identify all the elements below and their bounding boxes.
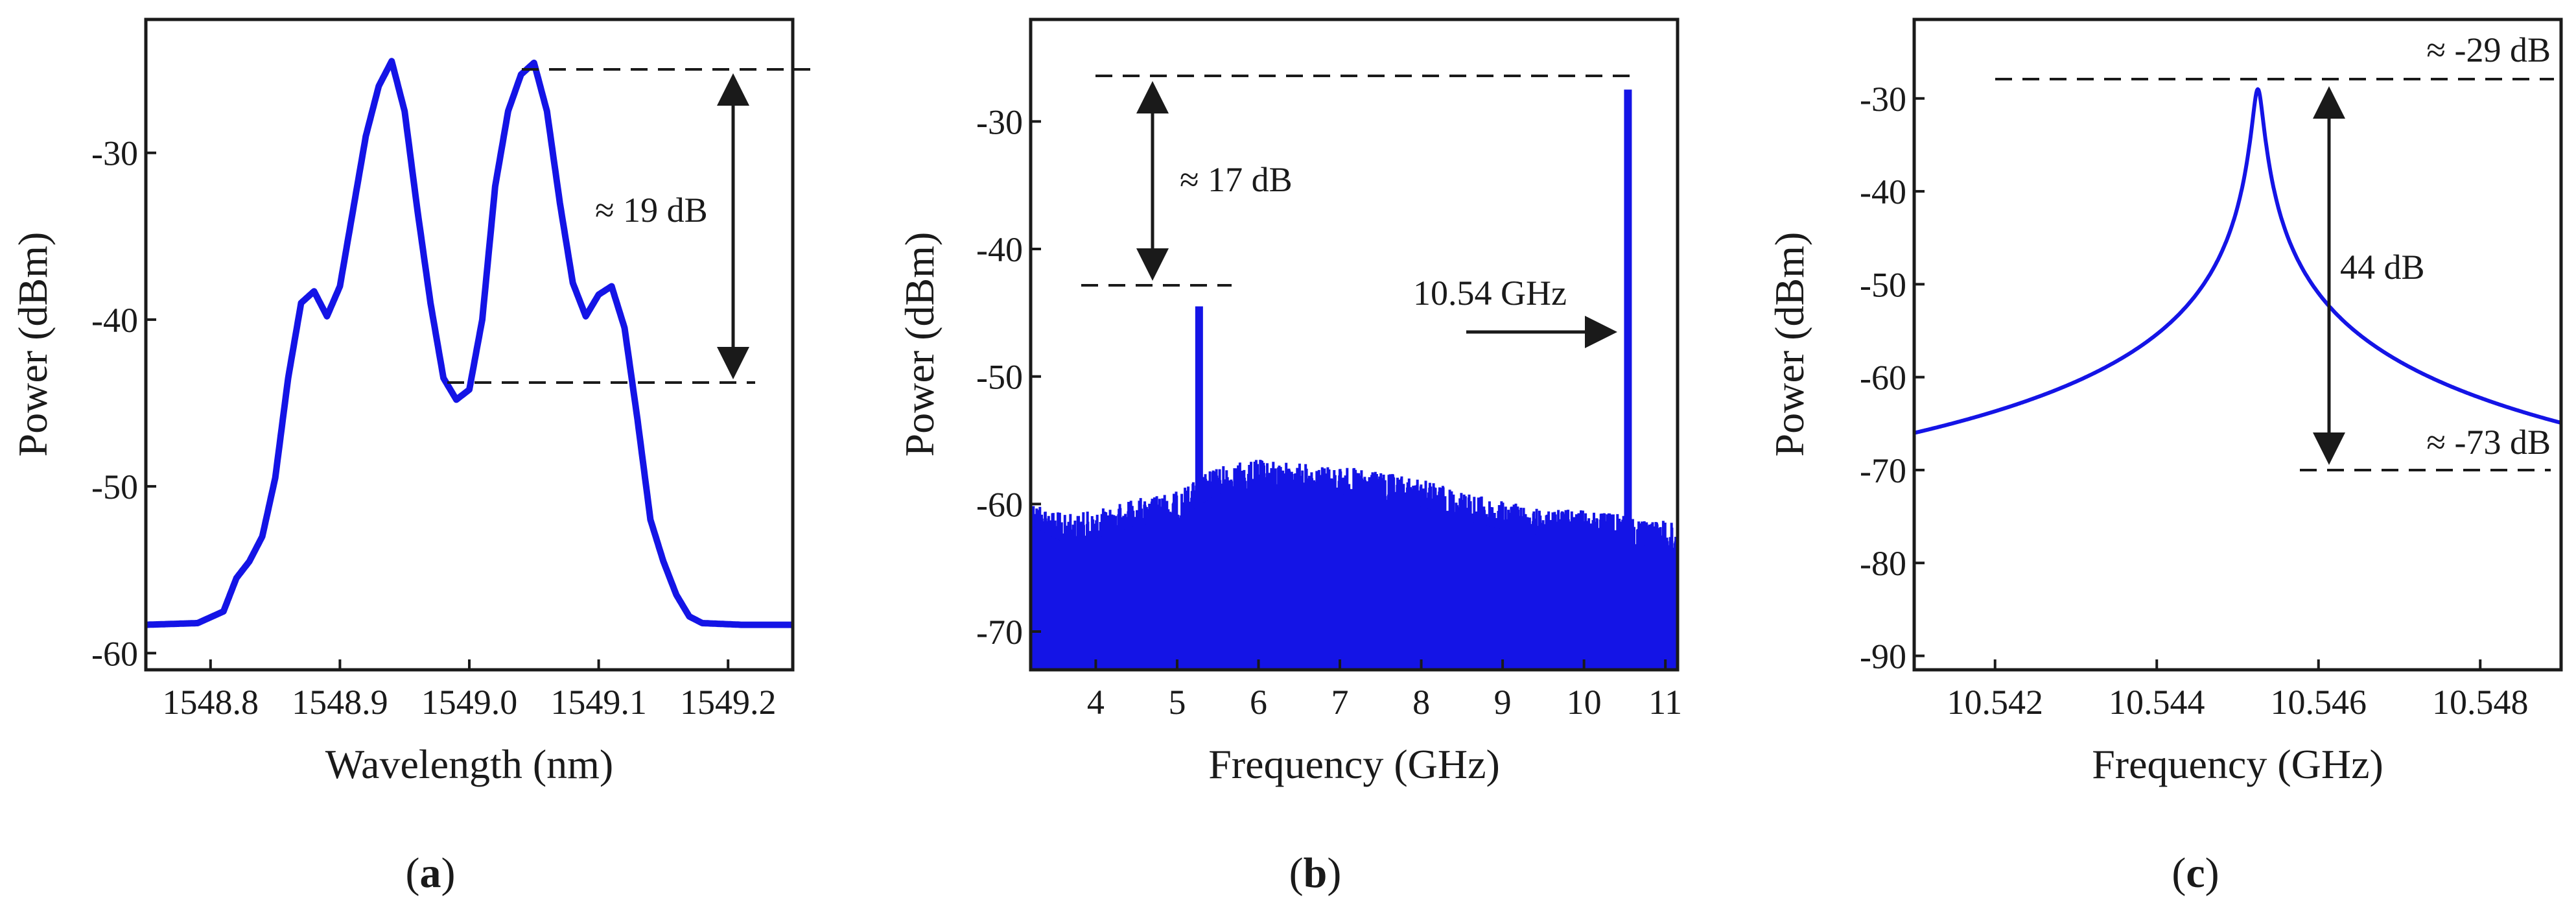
panel-b-ticks: 4 5 6 7 8 9 10 11 -30 -40 -50 -60 -70 <box>976 102 1682 722</box>
panel-c-xtick-label: 10.542 <box>1947 683 2044 722</box>
panel-c-xlabel: Frequency (GHz) <box>2092 741 2383 787</box>
panel-b-xtick-label: 4 <box>1087 683 1105 722</box>
panel-c-frame <box>1912 18 2563 672</box>
panel-c-ytick-label: -40 <box>1860 172 1906 211</box>
panel-b-xtick-label: 8 <box>1412 683 1430 722</box>
panel-a-xtick-label: 1549.0 <box>421 683 518 722</box>
panel-b-peak <box>1624 89 1632 670</box>
panel-c-xtick-label: 10.544 <box>2109 683 2205 722</box>
panel-a-xtick-label: 1548.8 <box>163 683 259 722</box>
panel-a-xtick-label: 1549.2 <box>680 683 777 722</box>
panel-b-ytick-label: -70 <box>976 613 1023 652</box>
panel-b-xtick-label: 7 <box>1331 683 1349 722</box>
panel-b-ytick-label: -50 <box>976 358 1023 397</box>
panel-c-annotation-bottom: ≈ -73 dB <box>2426 423 2551 462</box>
panel-c-series-line <box>1914 87 2561 435</box>
panel-c-ytick-label: -50 <box>1860 265 1906 304</box>
panel-b-xtick-label: 11 <box>1648 683 1682 722</box>
panel-b-ytick-label: -30 <box>976 102 1023 141</box>
panel-c-xtick-label: 10.546 <box>2271 683 2367 722</box>
panel-a: ≈ 19 dB 1548.8 1548.9 1549.0 1549.1 1549.2 -3… <box>10 18 810 897</box>
panel-c-annotation-44db: 44 dB <box>2340 248 2425 287</box>
panel-a-ylabel: Power (dBm) <box>10 232 56 457</box>
panel-b-xtick-label: 6 <box>1250 683 1267 722</box>
panel-c-ytick-label: -80 <box>1860 544 1906 583</box>
panel-c-figure-label: (c) <box>2172 849 2219 897</box>
panel-b-annotations: ≈ 17 dB 10.54 GHz <box>1081 75 1633 348</box>
panel-a-ytick-label: -40 <box>91 301 138 340</box>
panel-a-trace-group <box>146 58 793 628</box>
panel-c-ytick-label: -90 <box>1860 637 1906 676</box>
panel-b-frame <box>1029 18 1680 672</box>
panel-b-figure-label: (b) <box>1289 849 1342 897</box>
panel-a-ytick-label: -30 <box>91 134 138 173</box>
panel-b-annotation-freq: 10.54 GHz <box>1413 274 1567 313</box>
panel-c-trace-group <box>1914 87 2561 435</box>
panel-b-xtick-label: 5 <box>1168 683 1186 722</box>
panel-c-annotations: 44 dB ≈ -29 dB ≈ -73 dB <box>1995 30 2554 471</box>
panel-c-ylabel: Power (dBm) <box>1766 232 1812 457</box>
panel-a-xtick-label: 1549.1 <box>550 683 647 722</box>
panel-a-ytick-label: -60 <box>91 634 138 673</box>
panel-c-ytick-label: -70 <box>1860 451 1906 490</box>
panel-a-series-line <box>146 58 793 628</box>
panel-b-ylabel: Power (dBm) <box>896 232 943 457</box>
panel-b-trace-group <box>1031 89 1678 670</box>
panel-b-xtick-label: 10 <box>1567 683 1602 722</box>
panel-c-ytick-label: -30 <box>1860 80 1906 119</box>
panel-a-ytick-label: -50 <box>91 467 138 506</box>
panel-c-annotation-top: ≈ -29 dB <box>2426 30 2551 69</box>
panel-c: 44 dB ≈ -29 dB ≈ -73 dB 10.542 10.544 10.5… <box>1766 18 2563 897</box>
panel-b-xlabel: Frequency (GHz) <box>1208 741 1500 787</box>
panel-a-figure-label: (a) <box>406 849 456 897</box>
panel-a-xlabel: Wavelength (nm) <box>325 741 613 787</box>
panel-c-ticks: 10.542 10.544 10.546 10.548 -30 -40 -50 -60 -70 -… <box>1860 80 2528 722</box>
panel-a-annotation-19db: ≈ 19 dB <box>595 191 708 230</box>
panel-b-peak <box>1195 306 1203 670</box>
panel-a-ticks: 1548.8 1548.9 1549.0 1549.1 1549.2 -30 -40 -50 -… <box>91 134 776 722</box>
panel-a-annotations: ≈ 19 dB <box>447 68 810 384</box>
panel-b-annotation-17db: ≈ 17 dB <box>1180 160 1293 199</box>
panel-b: ≈ 17 dB 10.54 GHz 4 5 6 7 8 9 10 11 -30 -40 -50 -60… <box>896 18 1682 897</box>
panel-c-xtick-label: 10.548 <box>2432 683 2529 722</box>
panel-b-ytick-label: -40 <box>976 230 1023 269</box>
panel-a-xtick-label: 1548.9 <box>292 683 388 722</box>
panel-b-xtick-label: 9 <box>1494 683 1512 722</box>
panel-b-ytick-label: -60 <box>976 485 1023 524</box>
panel-b-noise-fill <box>1031 488 1678 670</box>
panel-c-ytick-label: -60 <box>1860 359 1906 397</box>
